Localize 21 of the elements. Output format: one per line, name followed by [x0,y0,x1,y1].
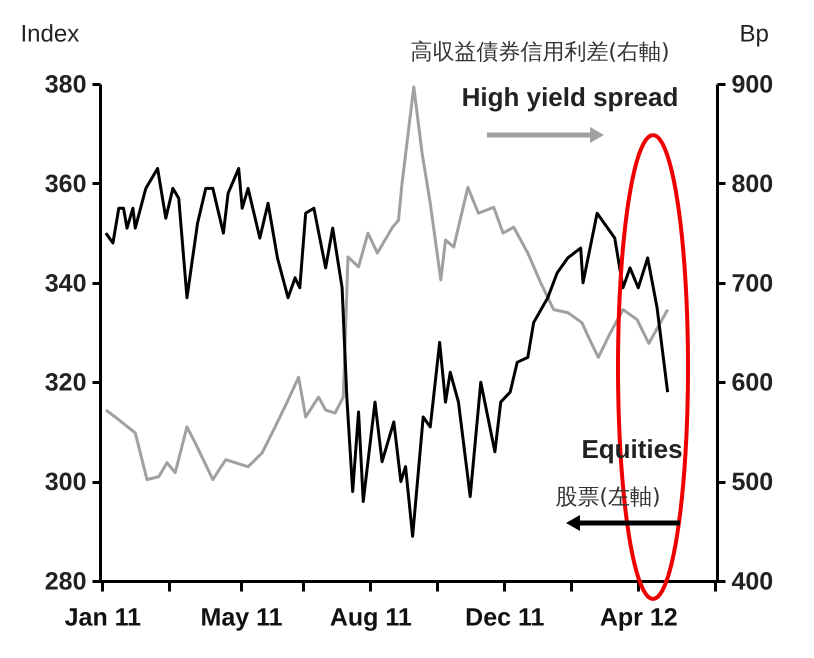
y2-tick-label: 900 [732,70,774,98]
text: 高収益債券信用利差(右軸) [410,40,670,65]
y-tick-label: 360 [44,170,86,198]
series-label: High yield spread [462,82,678,112]
y-tick-label: 320 [44,368,86,397]
x-tick-label: Apr 12 [600,604,678,632]
x-tick-label: Jan 11 [64,604,142,632]
y2-tick-label: 600 [732,368,774,397]
y2-tick-label: 700 [732,269,774,298]
y2-tick-label: 400 [732,568,774,596]
y-tick-label: 340 [44,269,86,298]
y-tick-label: 300 [44,468,86,496]
x-tick-label: Dec 11 [465,604,544,632]
y2-axis-title: Bp [740,20,769,48]
y2-tick-label: 800 [732,170,774,198]
y2-tick-label: 500 [732,468,774,496]
y-tick-label: 280 [44,568,86,596]
x-tick-label: Aug 11 [330,604,412,632]
x-tick-label: May 11 [200,604,283,632]
y-axis-title: Index [20,20,80,48]
y-tick-label: 380 [44,70,86,98]
